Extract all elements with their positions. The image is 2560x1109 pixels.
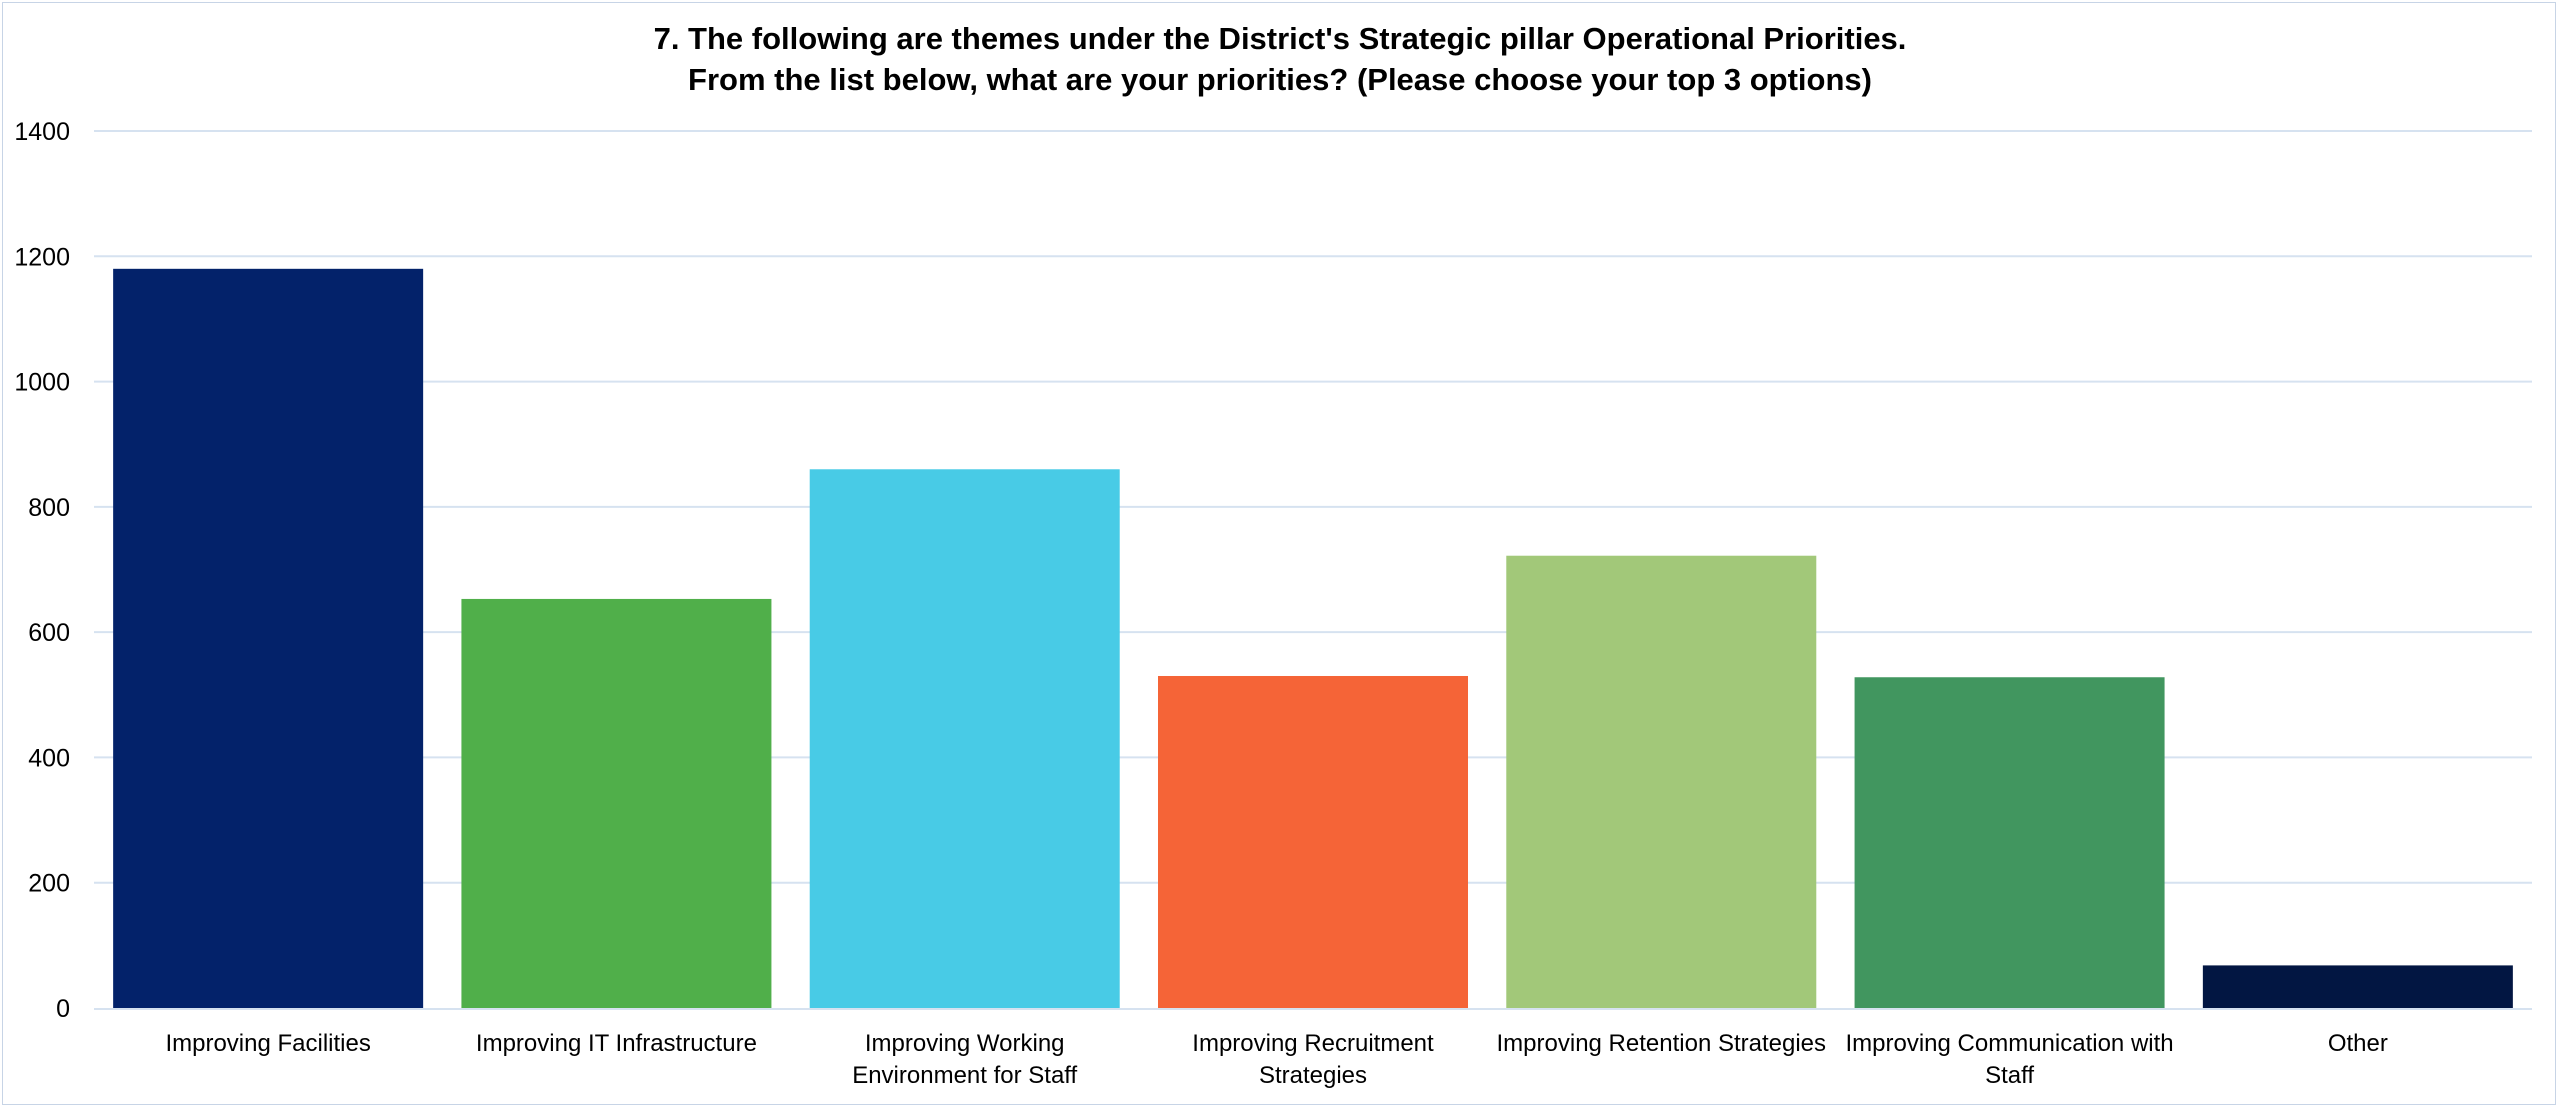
chart-title: 7. The following are themes under the Di…	[0, 18, 2560, 100]
x-tick-label: Improving Facilities	[165, 1030, 370, 1057]
bars	[113, 268, 2513, 1008]
y-tick-label: 1000	[14, 369, 70, 397]
y-tick-label: 0	[56, 995, 70, 1023]
x-tick-label: Improving IT Infrastructure	[476, 1030, 757, 1057]
chart-title-line-2: From the list below, what are your prior…	[688, 62, 1872, 97]
x-tick-label: Improving Recruitment	[1192, 1030, 1434, 1057]
y-tick-label: 1400	[14, 118, 70, 146]
y-tick-label: 600	[28, 619, 70, 647]
x-tick-label: Staff	[1985, 1062, 2034, 1089]
x-tick-label: Improving Working	[865, 1030, 1065, 1057]
x-tick-label: Improving Retention Strategies	[1497, 1030, 1827, 1057]
y-tick-label: 1200	[14, 243, 70, 271]
x-tick-label: Improving Communication with	[1846, 1030, 2174, 1057]
y-tick-label: 200	[28, 870, 70, 898]
bar	[1158, 675, 1468, 1008]
bar	[1854, 677, 2165, 1008]
x-axis-labels: Improving Facilities Improving IT Infrast…	[165, 1030, 2387, 1089]
bar	[461, 598, 772, 1008]
y-axis-ticks: 0 200 400 600 800 1000 1200 1400	[14, 118, 70, 1023]
bar	[809, 469, 1120, 1008]
x-tick-label: Environment for Staff	[852, 1062, 1077, 1089]
bar	[1506, 555, 1817, 1008]
bar	[2202, 965, 2513, 1008]
y-tick-label: 800	[28, 494, 70, 522]
bar	[113, 268, 424, 1008]
y-tick-label: 400	[28, 744, 70, 772]
x-tick-label: Strategies	[1259, 1062, 1367, 1089]
x-tick-label: Other	[2328, 1030, 2388, 1057]
chart-title-line-1: 7. The following are themes under the Di…	[653, 21, 1907, 56]
